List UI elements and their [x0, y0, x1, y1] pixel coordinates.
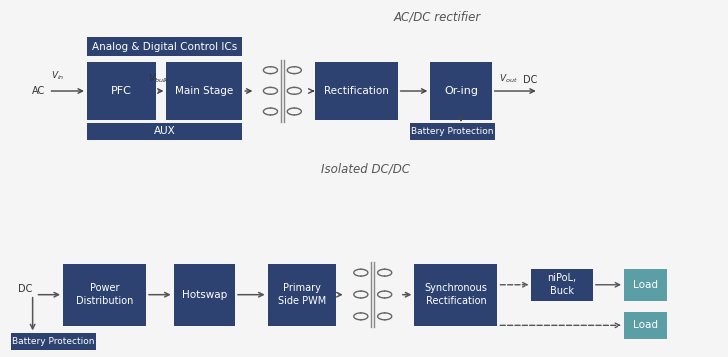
FancyBboxPatch shape — [531, 269, 593, 301]
Text: Load: Load — [633, 280, 658, 290]
Text: Or-ing: Or-ing — [444, 86, 478, 96]
Text: Power
Distribution: Power Distribution — [76, 283, 133, 306]
Text: $V_{in}$: $V_{in}$ — [51, 70, 65, 82]
FancyBboxPatch shape — [624, 269, 668, 301]
FancyBboxPatch shape — [430, 62, 491, 120]
FancyBboxPatch shape — [63, 263, 146, 326]
FancyBboxPatch shape — [11, 333, 96, 350]
FancyBboxPatch shape — [167, 62, 242, 120]
FancyBboxPatch shape — [87, 62, 156, 120]
Text: Isolated DC/DC: Isolated DC/DC — [320, 162, 410, 176]
Text: Battery Protection: Battery Protection — [12, 337, 95, 346]
Text: Load: Load — [633, 320, 658, 330]
Text: $V_{bulk}$: $V_{bulk}$ — [149, 72, 170, 85]
FancyBboxPatch shape — [414, 263, 497, 326]
Text: Hotswap: Hotswap — [182, 290, 227, 300]
Text: DC: DC — [523, 75, 537, 85]
Text: $V_{out}$: $V_{out}$ — [499, 72, 518, 85]
FancyBboxPatch shape — [87, 37, 242, 56]
Text: Rectification: Rectification — [324, 86, 389, 96]
Text: Primary
Side PWM: Primary Side PWM — [278, 283, 326, 306]
FancyBboxPatch shape — [314, 62, 397, 120]
Text: Synchronous
Rectification: Synchronous Rectification — [424, 283, 487, 306]
FancyBboxPatch shape — [268, 263, 336, 326]
Text: Main Stage: Main Stage — [175, 86, 234, 96]
Text: Analog & Digital Control ICs: Analog & Digital Control ICs — [92, 41, 237, 51]
Text: Battery Protection: Battery Protection — [411, 126, 494, 136]
FancyBboxPatch shape — [410, 122, 495, 140]
Text: niPoL,
Buck: niPoL, Buck — [547, 273, 577, 296]
FancyBboxPatch shape — [624, 312, 668, 338]
Text: AC/DC rectifier: AC/DC rectifier — [394, 10, 481, 23]
FancyBboxPatch shape — [173, 263, 235, 326]
Text: PFC: PFC — [111, 86, 132, 96]
Text: DC: DC — [18, 285, 33, 295]
Text: AUX: AUX — [154, 126, 175, 136]
Text: AC: AC — [32, 86, 46, 96]
FancyBboxPatch shape — [87, 122, 242, 140]
